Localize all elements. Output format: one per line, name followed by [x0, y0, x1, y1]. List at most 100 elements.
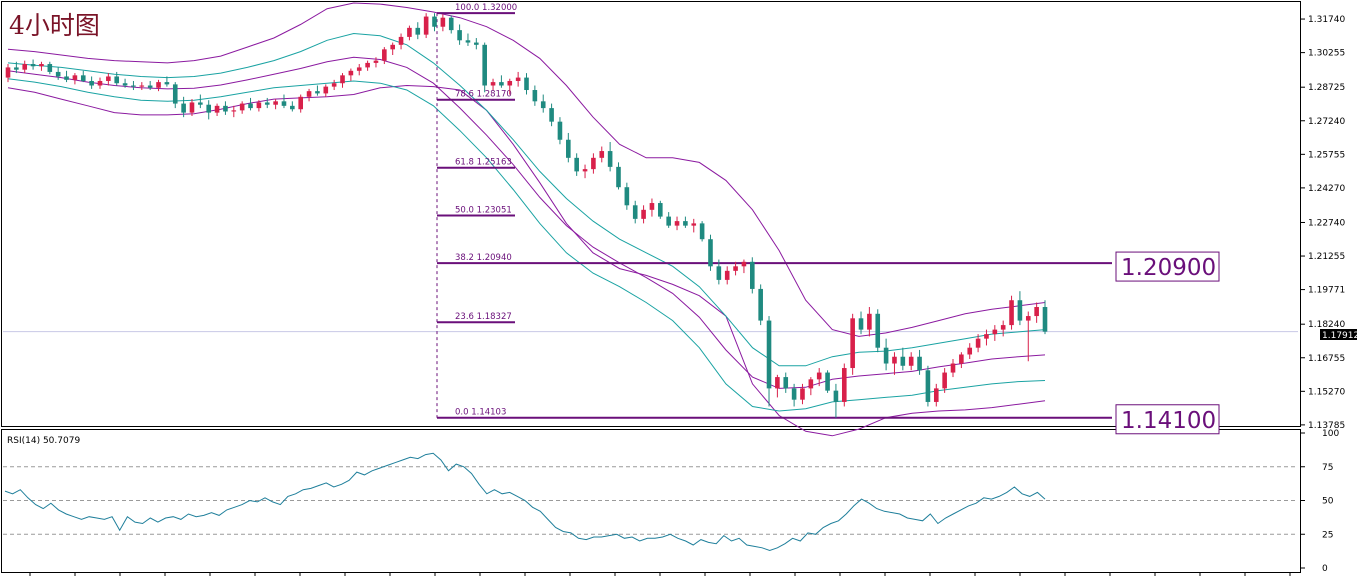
price-tick-label: 1.22740	[1308, 218, 1345, 228]
candle-body	[248, 103, 253, 109]
candle	[1025, 311, 1031, 362]
candle	[624, 182, 630, 210]
candle-body	[566, 139, 571, 158]
candle-body	[64, 76, 69, 80]
candle-body	[683, 221, 688, 226]
candle	[474, 38, 479, 50]
candle	[532, 85, 538, 106]
candle	[666, 212, 671, 228]
bollinger-inner-lower-line	[7, 78, 1046, 412]
candle	[515, 71, 521, 87]
candle-body	[649, 203, 655, 210]
candle	[55, 67, 61, 80]
candle-body	[716, 266, 722, 280]
candle-body	[875, 313, 881, 348]
candle	[942, 368, 947, 393]
candle-body	[616, 166, 621, 188]
candle-body	[524, 77, 529, 91]
candle	[440, 14, 446, 32]
candle	[164, 76, 170, 87]
candle-body	[758, 288, 763, 321]
candle-body	[474, 42, 479, 45]
candle-body	[407, 27, 412, 37]
candle	[1009, 295, 1014, 330]
candle	[867, 307, 872, 337]
candle-body	[223, 105, 228, 112]
candle-body	[415, 27, 421, 35]
candle-body	[89, 80, 94, 86]
fib-level-label: 100.0 1.32000	[455, 3, 517, 13]
candle-body	[172, 84, 178, 104]
candle-body	[30, 64, 36, 67]
candle	[206, 100, 212, 120]
candle	[356, 64, 362, 76]
candle-body	[507, 80, 513, 86]
candle	[172, 82, 178, 109]
candle	[415, 22, 421, 40]
candle-body	[791, 388, 797, 400]
candle	[549, 103, 554, 127]
candle-body	[189, 102, 195, 113]
price-tick-label: 1.16755	[1308, 354, 1345, 364]
candle-body	[147, 85, 153, 88]
candle	[959, 352, 964, 369]
candle	[841, 363, 847, 407]
candle	[373, 57, 379, 68]
candle-body	[733, 266, 738, 271]
candle	[507, 78, 513, 95]
price-tick-label: 1.13785	[1308, 421, 1345, 431]
candle	[231, 105, 237, 118]
candle	[264, 97, 270, 109]
price-tick-label: 1.30255	[1308, 49, 1345, 59]
candle-body	[691, 223, 697, 226]
fibonacci-retracement: 100.0 1.32000 78.6 1.28170 61.8 1.25163 50.…	[436, 3, 1112, 419]
rsi-tick-label: 100	[1322, 429, 1339, 439]
candle-body	[114, 76, 120, 84]
candle	[407, 25, 412, 41]
candle-body	[892, 356, 897, 364]
candle	[883, 338, 889, 371]
candle	[30, 59, 36, 70]
candle-body	[181, 103, 186, 113]
candle	[917, 349, 922, 375]
candle	[691, 218, 697, 233]
candle	[1000, 320, 1006, 337]
candle-body	[708, 239, 713, 267]
candle-body	[432, 16, 437, 27]
candlesticks	[5, 13, 1048, 418]
candle	[323, 84, 329, 97]
candle	[632, 200, 638, 224]
bollinger-bands	[7, 2, 1046, 437]
candle-body	[741, 261, 747, 267]
candle	[775, 374, 780, 398]
fib-level-label: 78.6 1.28170	[455, 90, 512, 100]
rsi-label: RSI(14) 50.7079	[7, 436, 80, 446]
candle-body	[1017, 300, 1023, 321]
candle-body	[264, 102, 270, 105]
candle	[131, 80, 136, 91]
candle-body	[72, 75, 78, 80]
candle	[933, 383, 939, 407]
candle-body	[607, 151, 613, 167]
candle-body	[281, 101, 287, 106]
candle-body	[900, 356, 906, 366]
candle	[758, 284, 763, 326]
candle-body	[666, 216, 671, 226]
candle	[97, 77, 103, 89]
candle	[674, 216, 680, 231]
rsi-indicator	[3, 452, 1298, 552]
candle	[741, 259, 747, 274]
candle-body	[5, 67, 11, 78]
price-callout: 1.14100	[1115, 404, 1220, 435]
candle	[248, 97, 253, 111]
candle-body	[975, 338, 981, 348]
candle	[749, 257, 755, 294]
candle-body	[164, 82, 170, 85]
candle	[950, 358, 956, 378]
candle	[984, 329, 989, 346]
candle	[1042, 300, 1048, 335]
candle	[22, 60, 28, 74]
candle-body	[867, 313, 872, 330]
candle-body	[306, 91, 312, 97]
